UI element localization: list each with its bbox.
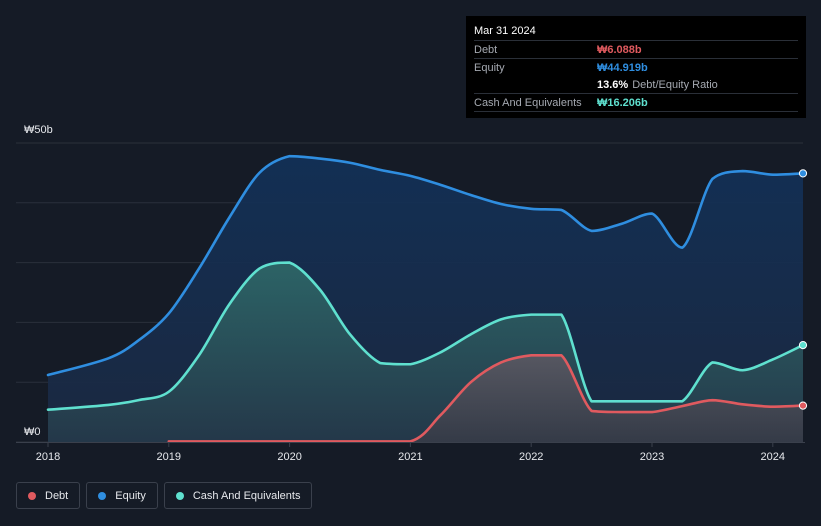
debt-area [168, 355, 804, 442]
x-tick-label: 2020 [277, 451, 301, 463]
y-tick-label-top: ₩50b [24, 124, 53, 136]
tooltip-row-equity: Equity ₩44.919b [474, 58, 798, 76]
legend-label-debt: Debt [45, 489, 69, 502]
debt-dot-icon [28, 491, 36, 500]
debt-line [167, 353, 805, 443]
cash-area [48, 262, 803, 442]
axes: ₩50b ₩0 2018 2019 2020 2021 2022 2023 2024 [16, 124, 805, 463]
tooltip-row-ratio: 13.6% Debt/Equity Ratio [474, 76, 798, 93]
x-tick-label: 2019 [157, 451, 181, 463]
x-tick-label: 2022 [519, 451, 543, 463]
y-tick-label-bottom: ₩0 [24, 426, 41, 438]
legend: Debt Equity Cash And Equivalents [16, 482, 313, 509]
tooltip-row-debt: Debt ₩6.088b [474, 40, 798, 58]
tooltip-ratio-label: Debt/Equity Ratio [632, 78, 718, 91]
x-tick-label: 2021 [398, 451, 422, 463]
equity-dot-icon [98, 491, 107, 500]
cash-line [46, 261, 805, 412]
tooltip-debt-label: Debt [474, 43, 498, 56]
legend-label-cash: Cash And Equivalents [192, 489, 301, 502]
tooltip-ratio-value: 13.6% [597, 78, 629, 91]
cash-end-marker [798, 340, 808, 350]
x-tick-label: 2018 [36, 451, 60, 463]
equity-line [46, 154, 805, 377]
cash-dot-icon [175, 491, 184, 500]
tooltip-cash-value: ₩16.206b [597, 96, 648, 109]
equity-end-marker [798, 169, 808, 178]
debt-end-marker [798, 401, 808, 410]
tooltip-equity-label: Equity [474, 61, 505, 74]
series-areas [48, 156, 804, 442]
tooltip-equity-value: ₩44.919b [597, 61, 648, 74]
series-end-markers [798, 169, 808, 410]
legend-item-debt[interactable]: Debt [16, 482, 81, 509]
legend-item-equity[interactable]: Equity [86, 482, 158, 509]
tooltip-cash-label: Cash And Equivalents [474, 96, 582, 109]
legend-label-equity: Equity [115, 489, 146, 502]
legend-item-cash[interactable]: Cash And Equivalents [163, 482, 313, 509]
tooltip-debt-value: ₩6.088b [597, 43, 642, 56]
x-tick-label: 2024 [761, 451, 785, 463]
data-tooltip: Mar 31 2024 Debt ₩6.088b Equity ₩44.919b… [466, 16, 806, 118]
tooltip-date: Mar 31 2024 [474, 25, 536, 37]
series-lines [46, 154, 805, 443]
x-tick-label: 2023 [640, 451, 664, 463]
tooltip-row-cash: Cash And Equivalents ₩16.206b [474, 93, 798, 112]
